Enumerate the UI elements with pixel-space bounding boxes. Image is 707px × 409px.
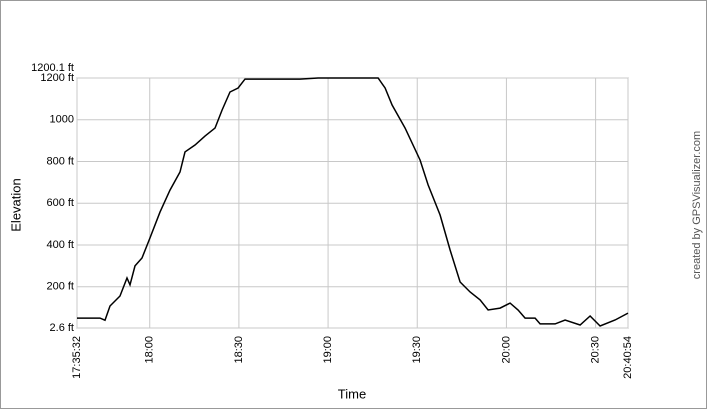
y-tick-label: 1200 ft: [40, 72, 74, 84]
x-tick-label: 19:30: [411, 336, 423, 364]
y-tick-label: 1000: [50, 114, 74, 126]
x-tick-label: 20:00: [500, 336, 512, 364]
y-tick-label: 400 ft: [46, 239, 74, 251]
elevation-line: [77, 77, 629, 327]
y-tick-label: 600 ft: [46, 197, 74, 209]
y-tick-label: 200 ft: [46, 281, 74, 293]
x-tick-label: 17:35:32: [71, 336, 83, 379]
y-tick-label: 1200.1 ft: [31, 62, 74, 74]
x-tick-label: 18:00: [144, 336, 156, 364]
y-tick-label: 800 ft: [46, 155, 74, 167]
x-tick-label: 20:30: [590, 336, 602, 364]
plot: 2.6 ft 200 ft 400 ft 600 ft 800 ft 1000 1200 f…: [31, 62, 634, 379]
x-tick-label: 20:40:54: [622, 336, 634, 379]
x-axis-label: Time: [338, 386, 366, 401]
x-tick-label: 19:00: [322, 336, 334, 364]
y-tick-label: 2.6 ft: [50, 322, 74, 334]
credit: created by GPSVisualizer.com: [691, 131, 703, 279]
x-tick-label: 18:30: [233, 336, 245, 364]
y-axis-label: Elevation: [8, 178, 23, 231]
